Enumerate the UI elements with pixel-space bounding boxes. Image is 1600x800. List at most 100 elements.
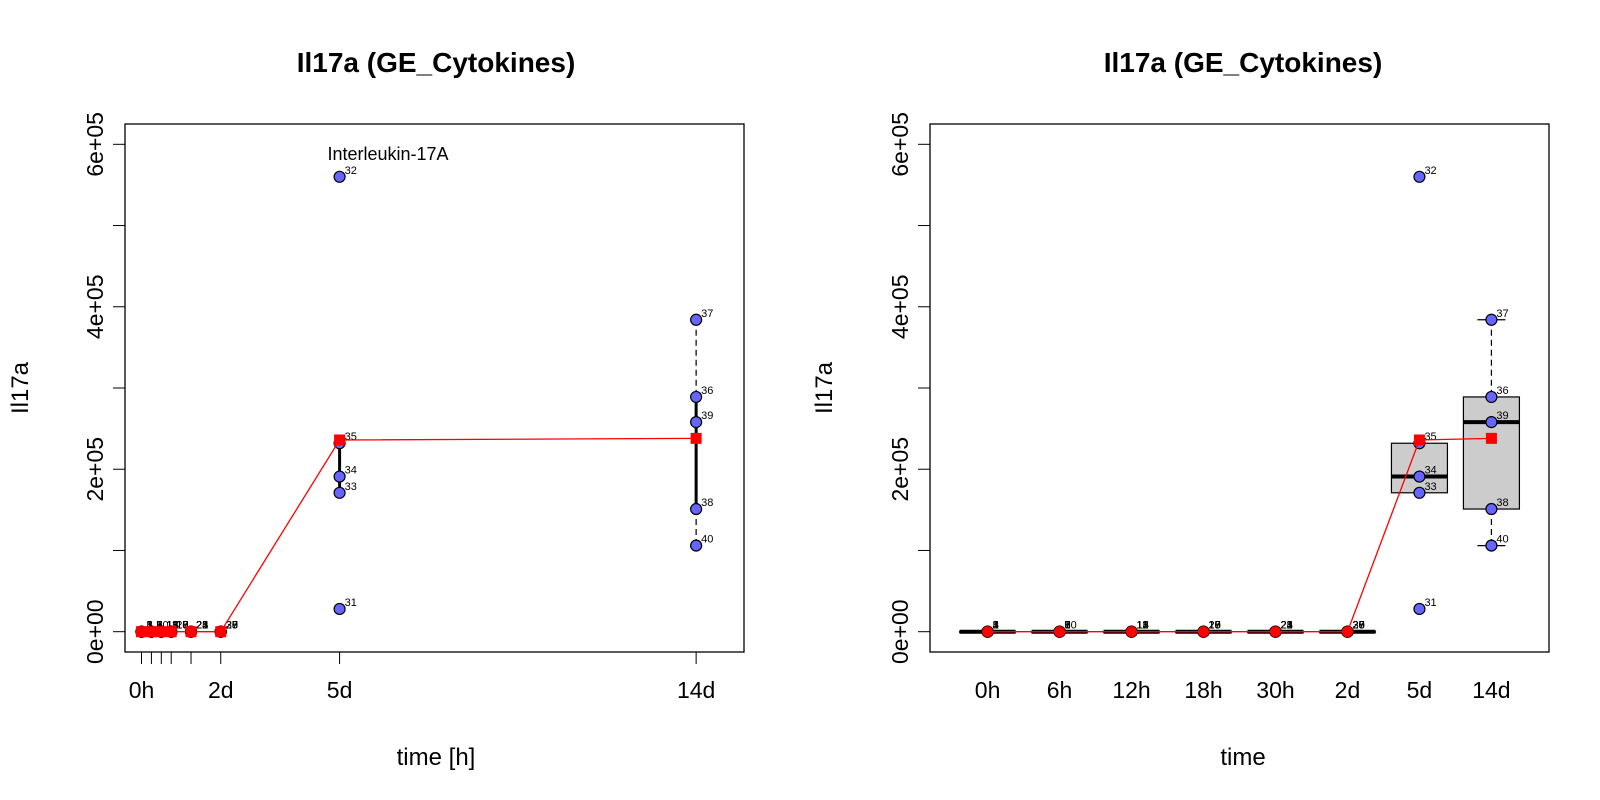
left-x-tick-label: 0h: [129, 677, 155, 703]
right-point-label: 40: [1496, 534, 1508, 546]
left-y-tick-label: 2e+05: [82, 437, 108, 502]
left-point-label: 21: [196, 620, 208, 632]
left-point-label: 23: [196, 620, 208, 632]
right-x-tick-label: 12h: [1112, 677, 1150, 703]
left-mean-marker: [136, 626, 148, 638]
right-plot-area: 0e+00 2e+05 4e+05 6e+05 0h 6h 12h 18h 30h 2d 5d 14d…: [887, 112, 1550, 703]
right-data-point: [1485, 502, 1498, 516]
left-point-label: 17: [176, 620, 188, 632]
right-point-label: 1: [993, 620, 999, 632]
left-point-label: 7: [156, 620, 162, 632]
right-point-label: 29: [1352, 620, 1364, 632]
right-mean-marker: [1341, 626, 1353, 638]
right-point-label: 34: [1424, 465, 1436, 477]
right-y-tick-label: 6e+05: [887, 112, 913, 177]
left-point-label: 31: [345, 597, 357, 609]
right-point-label: 38: [1496, 497, 1508, 509]
left-mean-marker: [215, 626, 227, 638]
right-chart-title: Il17a (GE_Cytokines): [1104, 47, 1383, 78]
left-point-label: 38: [701, 497, 713, 509]
left-data-point: [690, 502, 703, 516]
right-point-label: 35: [1424, 431, 1436, 443]
left-point-label: 18: [176, 620, 188, 632]
left-data-point: [690, 313, 703, 326]
left-point-label: 2: [147, 620, 153, 632]
right-point-label: 32: [1424, 165, 1436, 177]
left-y-tick-label: 0e+00: [82, 599, 108, 664]
right-point-label: 17: [1209, 620, 1221, 632]
left-point-label: 9: [156, 620, 162, 632]
left-x-tick-label: 5d: [327, 677, 353, 703]
left-mean-marker: [145, 626, 157, 638]
right-data-point: [1413, 486, 1426, 499]
right-point-label: 3: [993, 620, 999, 632]
left-point-label: 33: [345, 481, 357, 493]
right-point-label: 28: [1352, 620, 1364, 632]
right-data-point: [1413, 602, 1426, 616]
right-data-point: [1485, 390, 1498, 404]
right-point-label: 37: [1496, 308, 1508, 320]
right-data-point: [1413, 470, 1426, 483]
right-point-label: 36: [1496, 385, 1508, 397]
right-point-label: 30: [1352, 620, 1364, 632]
left-point-label: 8: [156, 620, 162, 632]
right-x-tick-label: 2d: [1335, 677, 1361, 703]
right-point-label: 2: [993, 620, 999, 632]
right-point-label: 26: [1352, 620, 1364, 632]
left-y-axis-label: Il17a: [7, 361, 34, 414]
right-point-label: 39: [1496, 410, 1508, 422]
right-x-axis-label: time: [1220, 744, 1265, 771]
left-point-label: 26: [226, 620, 238, 632]
right-point-label: 5: [993, 620, 999, 632]
right-point-label: 13: [1137, 620, 1149, 632]
right-x-tick-label: 14d: [1472, 677, 1510, 703]
right-x-tick-label: 6h: [1047, 677, 1073, 703]
left-y-tick-label: 4e+05: [82, 274, 108, 339]
right-data-point: [1485, 313, 1498, 326]
right-point-label: 4: [993, 620, 999, 632]
left-point-label: 36: [701, 385, 713, 397]
right-x-tick-label: 0h: [975, 677, 1001, 703]
left-point-label: 16: [176, 620, 188, 632]
right-mean-marker: [1054, 626, 1066, 638]
right-point-label: 7: [1065, 620, 1071, 632]
right-x-tick-label: 18h: [1184, 677, 1222, 703]
right-mean-marker: [1485, 432, 1497, 444]
left-point-label: 40: [701, 534, 713, 546]
right-point-label: 11: [1137, 620, 1148, 632]
left-x-tick-label: 2d: [208, 677, 234, 703]
right-point-label: 12: [1137, 620, 1149, 632]
left-data-point: [333, 170, 346, 183]
left-point-label: 22: [196, 620, 208, 632]
left-point-label: 6: [156, 620, 162, 632]
right-data-point: [1485, 416, 1498, 429]
left-point-label: 25: [196, 620, 208, 632]
left-point-label: 30: [226, 620, 238, 632]
right-point-label: 22: [1280, 620, 1292, 632]
right-point-label: 6: [1065, 620, 1071, 632]
right-point-label: 15: [1137, 620, 1149, 632]
left-y-tick-label: 6e+05: [82, 112, 108, 177]
right-point-label: 9: [1065, 620, 1071, 632]
left-data-point: [333, 486, 346, 499]
right-y-tick-label: 0e+00: [887, 599, 913, 664]
right-mean-marker: [1269, 626, 1281, 638]
right-point-label: 10: [1065, 620, 1077, 632]
left-mean-marker: [165, 626, 177, 638]
left-point-label: 4: [147, 620, 153, 632]
left-annotation: Interleukin-17A: [327, 144, 448, 164]
right-x-tick-label: 30h: [1256, 677, 1294, 703]
right-box: [1462, 396, 1521, 510]
left-point-label: 28: [226, 620, 238, 632]
left-data-point: [690, 539, 703, 552]
right-mean-marker: [982, 626, 994, 638]
left-point-label: 34: [345, 465, 357, 477]
right-y-tick-label: 4e+05: [887, 274, 913, 339]
left-mean-marker: [155, 626, 167, 638]
right-mean-line: [987, 437, 1492, 633]
left-mean-marker: [690, 432, 702, 444]
right-point-label: 24: [1280, 620, 1292, 632]
